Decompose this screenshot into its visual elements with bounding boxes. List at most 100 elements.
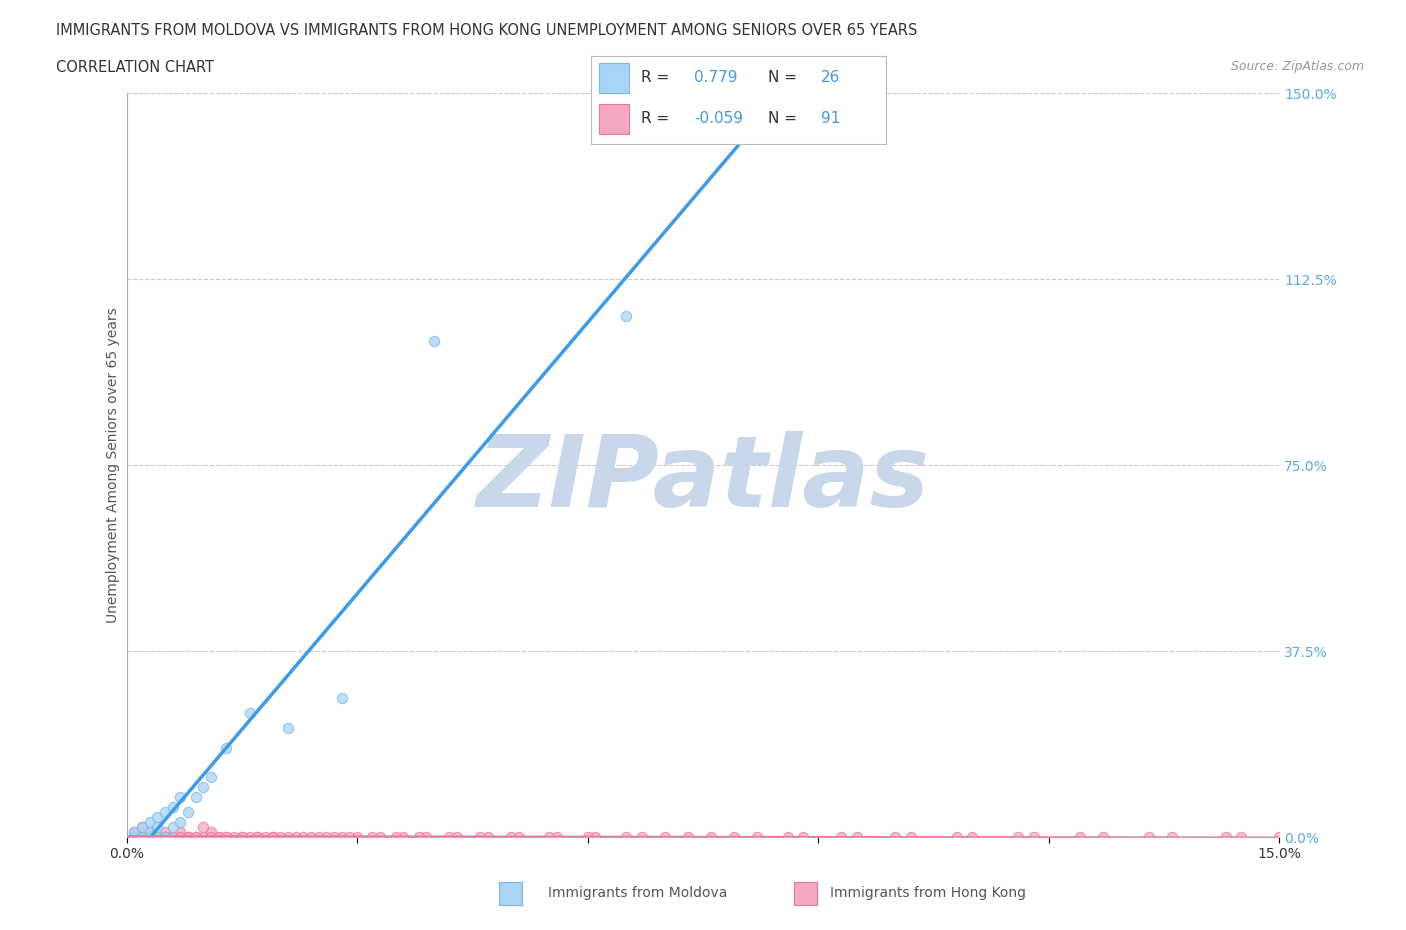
Point [246,830,269,844]
Point [122,825,145,840]
Point [131,819,153,834]
Point [392,830,415,844]
Text: 0.779: 0.779 [695,71,737,86]
Point [146,830,169,844]
Text: 26: 26 [821,71,841,86]
Point [284,830,307,844]
Point [131,819,153,834]
Point [146,830,169,844]
Point [277,830,299,844]
Point [138,825,160,840]
Point [845,830,868,844]
Point [384,830,406,844]
Point [138,815,160,830]
Text: -0.059: -0.059 [695,111,742,126]
Text: ZIPatlas: ZIPatlas [477,432,929,528]
Point [200,830,222,844]
Point [945,830,967,844]
Point [193,780,215,795]
Point [960,830,983,844]
Point [262,830,284,844]
Point [884,830,907,844]
Point [153,830,176,844]
Point [1215,830,1237,844]
Point [1268,830,1291,844]
Point [184,830,207,844]
Point [292,830,315,844]
Point [1230,830,1253,844]
Point [408,830,430,844]
Point [315,830,337,844]
Point [546,830,568,844]
Point [208,830,231,844]
Point [792,830,814,844]
Point [169,790,191,804]
Point [193,819,215,834]
Point [269,830,291,844]
Point [231,830,253,844]
Point [699,830,721,844]
Text: R =: R = [641,111,669,126]
Point [238,830,260,844]
Point [122,830,145,844]
Text: R =: R = [641,71,669,86]
Point [177,830,200,844]
Point [446,830,468,844]
Point [177,830,200,844]
Point [131,830,153,844]
Point [122,825,145,840]
Text: N =: N = [768,111,797,126]
Point [323,830,346,844]
Point [723,830,745,844]
Bar [599,103,628,134]
Point [614,309,637,324]
Point [169,815,191,830]
Point [299,830,322,844]
Point [1160,830,1182,844]
Point [499,830,522,844]
Point [1091,830,1114,844]
Point [169,830,191,844]
Point [131,830,153,844]
Point [138,830,160,844]
Point [162,800,184,815]
Point [138,825,160,840]
Point [146,830,169,844]
Point [200,825,222,840]
Point [131,830,153,844]
Point [308,830,330,844]
Text: Immigrants from Moldova: Immigrants from Moldova [548,885,728,900]
Point [900,830,922,844]
Point [508,830,530,844]
Text: 91: 91 [821,111,841,126]
Point [208,830,231,844]
Point [193,830,215,844]
Point [468,830,491,844]
Point [1069,830,1091,844]
Point [830,830,852,844]
Point [368,830,391,844]
Point [246,830,269,844]
Point [262,830,284,844]
Point [146,819,169,834]
Text: IMMIGRANTS FROM MOLDOVA VS IMMIGRANTS FROM HONG KONG UNEMPLOYMENT AMONG SENIORS : IMMIGRANTS FROM MOLDOVA VS IMMIGRANTS FR… [56,23,918,38]
Point [477,830,499,844]
Point [583,830,606,844]
Point [177,830,200,844]
Point [153,830,176,844]
Point [224,830,246,844]
Point [253,830,276,844]
Point [138,830,160,844]
Point [439,830,461,844]
Point [1022,830,1045,844]
Text: Source: ZipAtlas.com: Source: ZipAtlas.com [1230,60,1364,73]
Point [153,830,176,844]
Point [538,830,561,844]
Point [776,830,799,844]
Point [153,825,176,840]
Point [1007,830,1029,844]
Point [184,790,207,804]
Point [576,830,599,844]
Text: N =: N = [768,71,797,86]
Point [330,691,353,706]
